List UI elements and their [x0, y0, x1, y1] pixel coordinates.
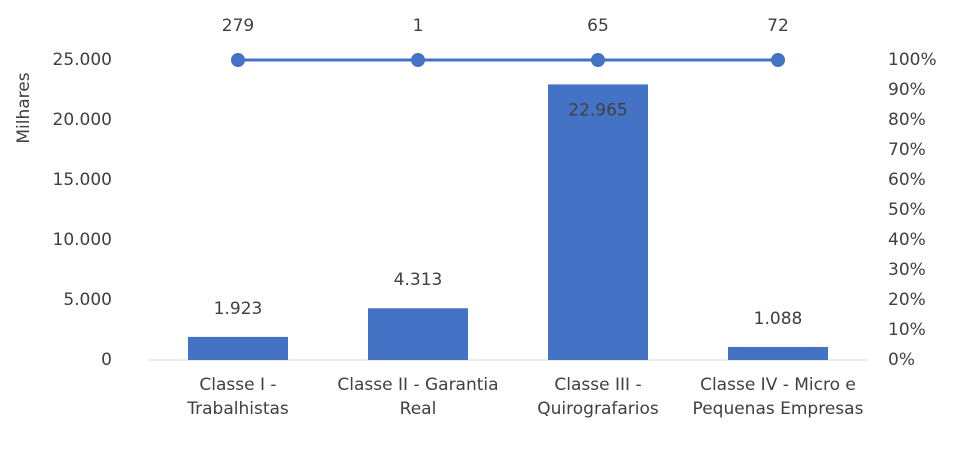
annotation: 72	[767, 16, 789, 36]
y2-tick-label: 80%	[888, 110, 926, 130]
data-label: 1.088	[754, 309, 803, 329]
line-point	[591, 53, 605, 67]
y-tick-label: 10.000	[53, 230, 112, 250]
annotation: 65	[587, 16, 609, 36]
y2-tick-label: 20%	[888, 290, 926, 310]
x-tick-label: Classe I - Trabalhistas	[187, 375, 289, 419]
data-label: 22.965	[568, 100, 627, 120]
annotation: 1	[413, 16, 424, 36]
line-point	[771, 53, 785, 67]
x-tick-label: Classe II - Garantia Real	[337, 375, 499, 419]
y2-tick-label: 90%	[888, 80, 926, 100]
y2-tick-label: 50%	[888, 200, 926, 220]
y2-tick-label: 30%	[888, 260, 926, 280]
y-tick-label: 25.000	[53, 50, 112, 70]
y-tick-label: 20.000	[53, 110, 112, 130]
y2-tick-label: 60%	[888, 170, 926, 190]
data-label: 1.923	[214, 299, 263, 319]
line-point	[231, 53, 245, 67]
line-point	[411, 53, 425, 67]
y2-tick-label: 40%	[888, 230, 926, 250]
y-tick-label: 0	[101, 350, 112, 370]
y2-tick-label: 100%	[888, 50, 937, 70]
y-tick-label: 5.000	[63, 290, 112, 310]
y2-tick-label: 70%	[888, 140, 926, 160]
y-tick-label: 15.000	[53, 170, 112, 190]
bar	[368, 308, 468, 360]
bar	[548, 84, 648, 361]
y-axis-title: Milhares	[14, 72, 34, 143]
x-tick-label: Classe IV - Micro e Pequenas Empresas	[692, 375, 864, 419]
bar	[728, 346, 828, 360]
bar	[188, 336, 288, 360]
y2-tick-label: 10%	[888, 320, 926, 340]
x-tick-label: Classe III - Quirografarios	[537, 375, 659, 419]
annotation: 279	[222, 16, 254, 36]
y2-tick-label: 0%	[888, 350, 915, 370]
data-label: 4.313	[394, 270, 443, 290]
